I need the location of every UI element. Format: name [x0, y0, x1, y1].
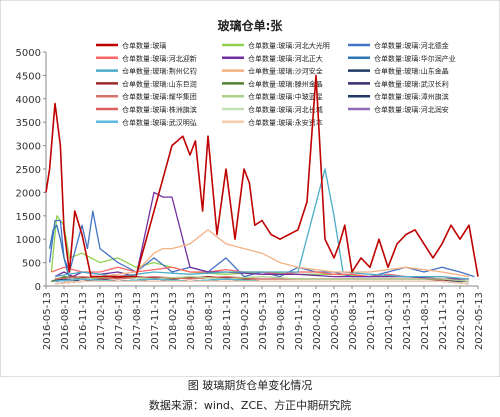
x-tick-label: 2019-08-13 — [276, 292, 287, 350]
x-tick-label: 2016-08-13 — [60, 292, 71, 350]
legend-label: 仓单数量:玻璃:河北迎新 — [122, 54, 197, 63]
legend-entry: 仓单数量:玻璃:河北正大 — [222, 54, 323, 63]
x-tick-label: 2020-11-13 — [366, 292, 377, 350]
legend-entry: 仓单数量:玻璃:滕州金晶 — [222, 79, 323, 88]
legend-label: 仓单数量:玻璃:华尔润产业 — [374, 54, 456, 63]
y-tick-label: 1500 — [16, 212, 41, 223]
series-line-7 — [63, 229, 470, 282]
x-tick-label: 2020-08-13 — [348, 292, 359, 350]
legend-label: 仓单数量:玻璃:河北德金 — [374, 41, 449, 50]
legend-label: 仓单数量:玻璃:荆州亿钧 — [122, 67, 197, 76]
x-tick-label: 2017-02-13 — [96, 292, 107, 350]
series-line-19 — [54, 280, 470, 285]
y-tick-label: 3500 — [16, 118, 41, 129]
x-tick-label: 2021-02-13 — [384, 292, 395, 350]
y-tick-label: 4000 — [16, 95, 41, 106]
chart: 玻璃仓单:张 仓单数量:玻璃 仓单数量:玻璃:河北大光明 仓单数量:玻璃:河北德金仓… — [0, 0, 500, 377]
x-tick-label: 2021-08-13 — [420, 292, 431, 350]
x-tick-label: 2018-02-13 — [168, 292, 179, 350]
legend-entry: 仓单数量:玻璃:河北德金 — [348, 41, 449, 50]
legend-label: 仓单数量:玻璃:山东金晶 — [374, 67, 449, 76]
legend-label: 仓单数量:玻璃:河北正大 — [248, 54, 323, 63]
legend-label: 仓单数量:玻璃:河北大光明 — [248, 41, 330, 50]
legend-label: 仓单数量:玻璃:武汉明弘 — [122, 118, 197, 127]
x-tick-label: 2021-11-13 — [438, 292, 449, 350]
legend-entry: 仓单数量:玻璃:永安资本 — [222, 118, 323, 127]
legend-entry: 仓单数量:玻璃:漳州旗滨 — [348, 92, 449, 101]
x-tick-label: 2016-05-13 — [42, 292, 53, 350]
legend-entry: 仓单数量:玻璃:武汉长利 — [348, 79, 449, 88]
legend-entry: 仓单数量:玻璃:武汉明弘 — [96, 118, 197, 127]
series-line-5 — [48, 224, 72, 282]
y-tick-label: 0 — [35, 282, 41, 293]
legend-entry: 仓单数量:玻璃:河北长城 — [222, 105, 323, 114]
legend-entry: 仓单数量:玻璃:沙河安全 — [222, 67, 323, 76]
legend-entry: 仓单数量:玻璃:河北迎新 — [96, 54, 197, 63]
legend-entry: 仓单数量:玻璃:山东金晶 — [348, 67, 449, 76]
legend-entry: 仓单数量:玻璃:株洲旗滨 — [96, 105, 197, 114]
y-tick-label: 5000 — [16, 48, 41, 59]
legend-label: 仓单数量:玻璃:永安资本 — [248, 118, 323, 127]
legend-entry: 仓单数量:玻璃:中玻蓝星 — [222, 92, 323, 101]
series-line-2 — [48, 210, 475, 278]
y-tick-label: 3000 — [16, 142, 41, 153]
legend-entry: 仓单数量:玻璃 — [96, 41, 166, 50]
x-tick-label: 2017-05-13 — [114, 292, 125, 350]
x-tick-label: 2019-02-13 — [240, 292, 251, 350]
legend-label: 仓单数量:玻璃:中玻蓝星 — [248, 92, 323, 101]
x-tick-label: 2019-11-13 — [294, 292, 305, 350]
legend-entry: 仓单数量:玻璃:河北大光明 — [222, 41, 330, 50]
legend-label: 仓单数量:玻璃:滕州金晶 — [248, 79, 323, 88]
x-tick-label: 2020-05-13 — [330, 292, 341, 350]
x-tick-label: 2018-11-13 — [222, 292, 233, 350]
y-tick-label: 500 — [22, 259, 41, 270]
series-layer — [45, 74, 479, 285]
y-tick-label: 2000 — [16, 188, 41, 199]
x-tick-label: 2016-11-13 — [78, 292, 89, 350]
y-tick-label: 2500 — [16, 165, 41, 176]
x-tick-label: 2020-02-13 — [312, 292, 323, 350]
x-tick-label: 2019-05-13 — [258, 292, 269, 350]
legend-label: 仓单数量:玻璃:河北长城 — [248, 105, 323, 114]
legend-entry: 仓单数量:玻璃:山东巨润 — [96, 79, 197, 88]
x-tick-label: 2017-08-13 — [132, 292, 143, 350]
legend-entry: 仓单数量:玻璃:耀华集团 — [96, 92, 197, 101]
legend-label: 仓单数量:玻璃:株洲旗滨 — [122, 105, 197, 114]
y-tick-label: 1000 — [16, 235, 41, 246]
x-tick-label: 2022-02-13 — [456, 292, 467, 350]
legend-label: 仓单数量:玻璃 — [122, 41, 166, 50]
legend-entry: 仓单数量:玻璃:华尔润产业 — [348, 54, 456, 63]
y-tick-label: 4500 — [16, 71, 41, 82]
legend-label: 仓单数量:玻璃:河北润安 — [374, 105, 449, 114]
source-caption: 数据来源：wind、ZCE、方正中期研究院 — [148, 399, 352, 412]
chart-title: 玻璃仓单:张 — [218, 18, 284, 33]
x-tick-label: 2018-05-13 — [186, 292, 197, 350]
series-line-0 — [45, 74, 479, 278]
legend-label: 仓单数量:玻璃:漳州旗滨 — [374, 92, 449, 101]
legend-label: 仓单数量:玻璃:武汉长利 — [374, 79, 449, 88]
x-tick-label: 2021-05-13 — [402, 292, 413, 350]
legend: 仓单数量:玻璃 仓单数量:玻璃:河北大光明 仓单数量:玻璃:河北德金仓单数量:玻璃:… — [96, 41, 456, 127]
figure-caption: 图 玻璃期货仓单变化情况 — [187, 379, 313, 392]
legend-label: 仓单数量:玻璃:山东巨润 — [122, 79, 197, 88]
x-tick-label: 2018-08-13 — [204, 292, 215, 350]
x-tick-label: 2022-05-13 — [474, 292, 485, 350]
legend-label: 仓单数量:玻璃:沙河安全 — [248, 67, 323, 76]
legend-entry: 仓单数量:玻璃:河北润安 — [348, 105, 449, 114]
x-tick-label: 2017-11-13 — [150, 292, 161, 350]
series-line-6 — [54, 168, 470, 280]
axes: 0 500 1000 1500 2000 2500 3000 3500 4000 4500 5000… — [16, 48, 485, 350]
legend-entry: 仓单数量:玻璃:荆州亿钧 — [96, 67, 197, 76]
legend-label: 仓单数量:玻璃:耀华集团 — [122, 92, 197, 101]
